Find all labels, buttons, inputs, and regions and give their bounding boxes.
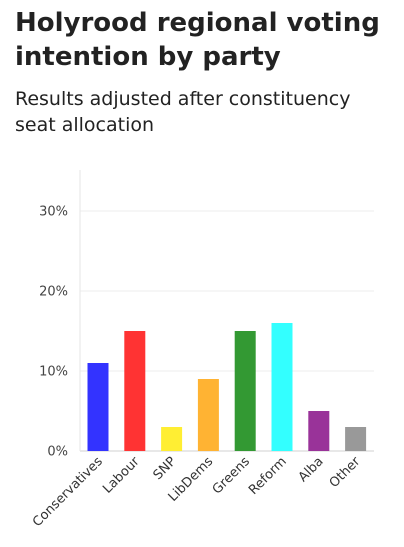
bar-libdems <box>197 379 219 451</box>
y-tick-label: 0% <box>47 445 68 460</box>
chart-title: Holyrood regional voting intention by pa… <box>15 8 380 72</box>
bar-other <box>345 427 367 451</box>
y-axis-ticks: 0% 10% 20% 30% <box>39 205 68 460</box>
x-tick-label: Conservatives <box>30 454 106 530</box>
bar-alba <box>308 411 330 451</box>
chart-subtitle: Results adjusted after constituency seat… <box>15 88 351 136</box>
x-tick-label: Reform <box>246 454 290 498</box>
bar-labour <box>124 331 146 451</box>
x-tick-label: Other <box>327 454 364 491</box>
bars <box>87 323 367 451</box>
y-tick-label: 10% <box>39 365 68 380</box>
y-tick-label: 20% <box>39 285 68 300</box>
x-tick-label: Labour <box>100 454 143 497</box>
gridlines <box>80 210 374 452</box>
x-tick-label: SNP <box>151 454 180 483</box>
x-tick-label: Greens <box>210 454 253 497</box>
x-tick-label: Alba <box>296 454 327 485</box>
bar-snp <box>161 427 183 451</box>
bar-greens <box>234 331 256 451</box>
bar-reform <box>271 323 293 451</box>
bar-conservatives <box>87 363 109 451</box>
y-tick-label: 30% <box>39 205 68 220</box>
